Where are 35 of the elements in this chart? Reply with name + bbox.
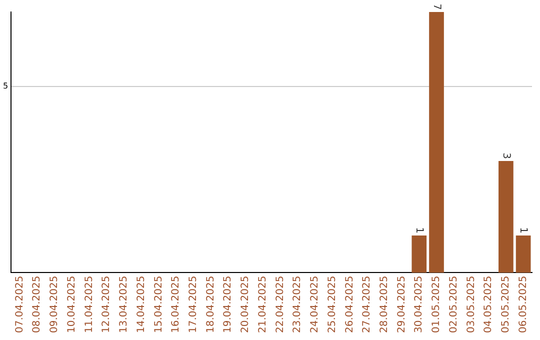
x-tick-label: 11.04.2025 xyxy=(84,276,95,334)
x-tick-label: 25.04.2025 xyxy=(326,276,338,334)
x-tick-label: 01.05.2025 xyxy=(431,276,442,334)
data-label: 3 xyxy=(500,152,512,159)
x-tick-label: 18.04.2025 xyxy=(205,276,216,334)
x-tick-label: 06.05.2025 xyxy=(518,276,529,334)
x-tick-label: 08.04.2025 xyxy=(32,276,43,334)
x-tick-label: 22.04.2025 xyxy=(274,276,286,334)
x-tick-label: 10.04.2025 xyxy=(66,276,78,334)
x-tick-label: 02.05.2025 xyxy=(448,276,460,334)
x-tick-label: 19.04.2025 xyxy=(222,276,234,334)
x-tick-label: 29.04.2025 xyxy=(396,276,408,334)
data-label: 7 xyxy=(430,4,442,10)
x-tick-label: 09.04.2025 xyxy=(49,276,60,334)
x-tick-label: 26.04.2025 xyxy=(344,276,356,334)
x-tick-label: 21.04.2025 xyxy=(257,276,268,334)
data-label: 1 xyxy=(518,227,529,234)
x-tick-label: 17.04.2025 xyxy=(188,276,199,334)
x-tick-label: 03.05.2025 xyxy=(466,276,477,334)
x-tick-label: 15.04.2025 xyxy=(153,276,164,334)
x-tick-label: 16.04.2025 xyxy=(170,276,182,334)
data-label: 1 xyxy=(414,227,425,234)
x-tick-label: 28.04.2025 xyxy=(379,276,390,334)
x-tick-label: 12.04.2025 xyxy=(101,276,112,334)
x-tick-label: 30.04.2025 xyxy=(414,276,425,334)
x-tick-label: 05.05.2025 xyxy=(500,276,512,334)
x-tick-label: 20.04.2025 xyxy=(240,276,252,334)
x-tick-label: 27.04.2025 xyxy=(362,276,373,334)
x-tick-label: 14.04.2025 xyxy=(136,276,147,334)
y-tick-label: 5 xyxy=(2,82,8,91)
x-tick-label: 04.05.2025 xyxy=(483,276,494,334)
x-tick-label: 24.04.2025 xyxy=(310,276,321,334)
x-tick-label: 13.04.2025 xyxy=(118,276,130,334)
x-tick-label: 07.04.2025 xyxy=(14,276,26,334)
x-tick-label: 23.04.2025 xyxy=(292,276,304,334)
